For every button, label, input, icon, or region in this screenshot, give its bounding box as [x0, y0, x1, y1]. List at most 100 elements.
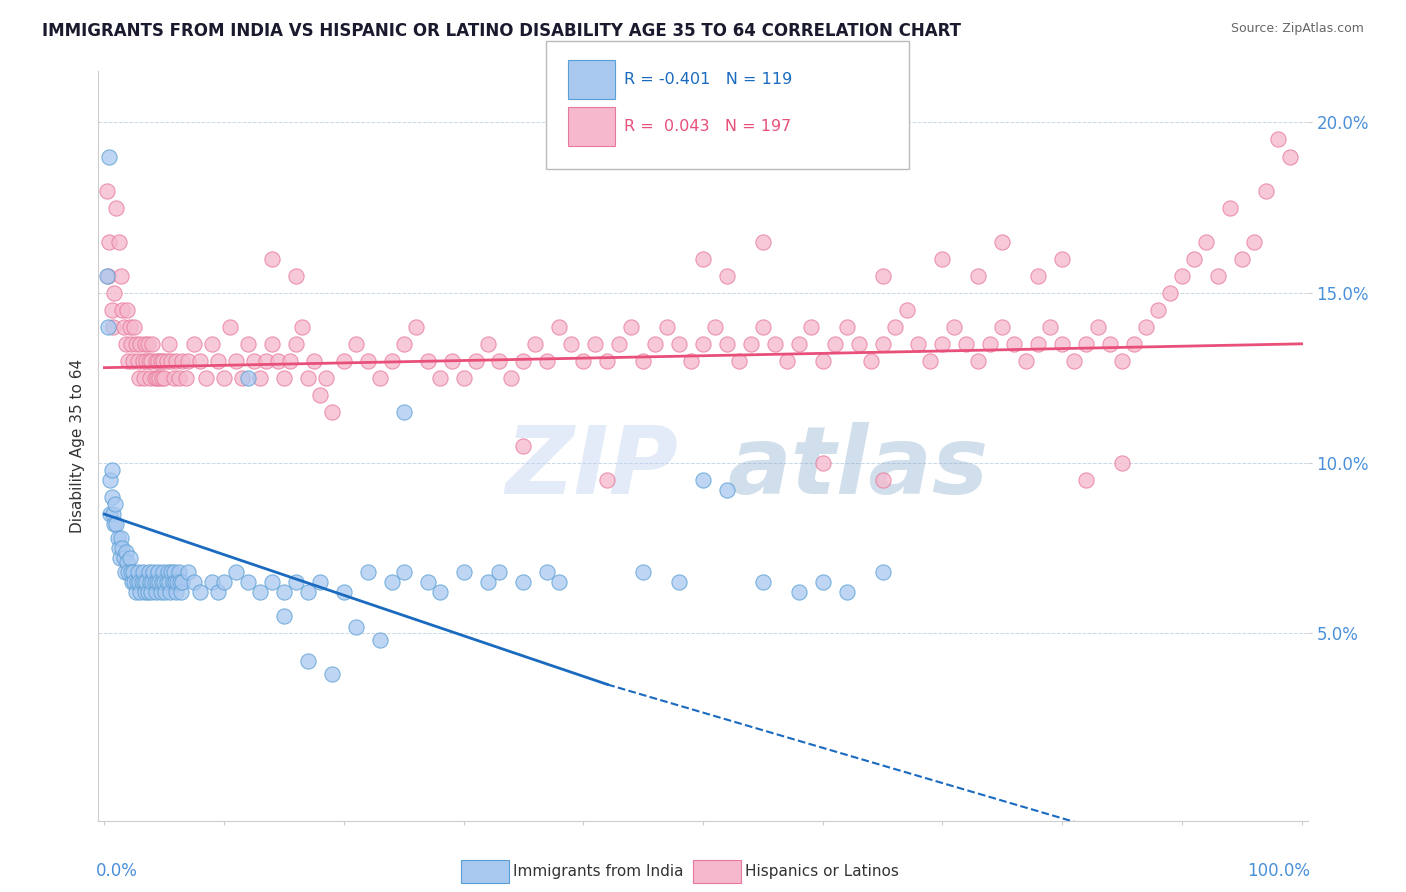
Point	[273, 609, 295, 624]
Point	[146, 371, 169, 385]
Point	[165, 354, 187, 368]
Point	[114, 565, 136, 579]
Point	[344, 619, 367, 633]
Point	[98, 149, 121, 163]
Point	[596, 354, 619, 368]
Point	[201, 336, 224, 351]
Point	[143, 575, 166, 590]
Point	[134, 585, 156, 599]
Text: 100.0%: 100.0%	[1247, 862, 1310, 880]
Point	[692, 336, 714, 351]
Point	[405, 319, 427, 334]
Point	[416, 354, 439, 368]
Point	[524, 336, 547, 351]
Point	[1074, 473, 1097, 487]
Point	[1063, 354, 1085, 368]
Point	[146, 575, 169, 590]
Point	[107, 531, 129, 545]
Point	[368, 371, 391, 385]
Point	[115, 336, 138, 351]
Point	[631, 354, 654, 368]
Point	[1074, 336, 1097, 351]
Point	[1135, 319, 1157, 334]
Point	[111, 302, 134, 317]
Text: Immigrants from India: Immigrants from India	[513, 864, 683, 879]
Point	[141, 575, 163, 590]
Point	[464, 354, 486, 368]
Point	[188, 354, 211, 368]
Point	[149, 354, 172, 368]
Point	[183, 575, 205, 590]
Point	[115, 544, 138, 558]
Point	[381, 575, 404, 590]
Point	[1039, 319, 1062, 334]
Text: IMMIGRANTS FROM INDIA VS HISPANIC OR LATINO DISABILITY AGE 35 TO 64 CORRELATION : IMMIGRANTS FROM INDIA VS HISPANIC OR LAT…	[42, 22, 962, 40]
Point	[716, 336, 738, 351]
Point	[162, 575, 184, 590]
Point	[138, 565, 160, 579]
Text: R =  0.043   N = 197: R = 0.043 N = 197	[624, 120, 792, 135]
Point	[243, 354, 266, 368]
Point	[132, 565, 155, 579]
Point	[477, 575, 499, 590]
Point	[512, 575, 534, 590]
Point	[163, 371, 186, 385]
Point	[284, 575, 307, 590]
Point	[145, 354, 167, 368]
Point	[1147, 302, 1170, 317]
Point	[177, 354, 200, 368]
Point	[872, 473, 894, 487]
Point	[157, 336, 180, 351]
Point	[392, 565, 415, 579]
Point	[1087, 319, 1109, 334]
Point	[1026, 268, 1049, 283]
Point	[1206, 268, 1229, 283]
Point	[231, 371, 253, 385]
Point	[679, 354, 702, 368]
Point	[260, 252, 283, 266]
Point	[127, 354, 149, 368]
Point	[596, 473, 619, 487]
Point	[136, 336, 159, 351]
Point	[156, 565, 179, 579]
Point	[501, 371, 523, 385]
Point	[429, 585, 451, 599]
Point	[1254, 184, 1277, 198]
Point	[872, 336, 894, 351]
Point	[254, 354, 277, 368]
Point	[1015, 354, 1038, 368]
Point	[236, 336, 259, 351]
FancyBboxPatch shape	[568, 107, 614, 146]
Point	[1050, 252, 1073, 266]
Point	[132, 575, 155, 590]
Point	[150, 575, 173, 590]
Point	[273, 371, 295, 385]
Point	[357, 354, 380, 368]
Point	[800, 319, 823, 334]
Point	[212, 575, 235, 590]
Point	[174, 371, 197, 385]
Point	[100, 490, 122, 504]
Point	[512, 439, 534, 453]
Point	[692, 252, 714, 266]
Point	[127, 565, 149, 579]
Point	[100, 463, 122, 477]
Point	[488, 354, 510, 368]
Point	[148, 575, 170, 590]
Point	[1002, 336, 1025, 351]
Point	[1267, 132, 1289, 146]
Point	[548, 575, 571, 590]
Point	[883, 319, 905, 334]
Point	[112, 551, 135, 566]
Point	[207, 354, 229, 368]
Point	[150, 371, 173, 385]
Point	[967, 268, 990, 283]
Point	[548, 319, 571, 334]
Point	[309, 575, 332, 590]
Point	[1219, 201, 1241, 215]
Point	[787, 336, 810, 351]
Point	[177, 565, 200, 579]
Point	[536, 565, 558, 579]
Point	[101, 507, 124, 521]
Point	[142, 565, 165, 579]
